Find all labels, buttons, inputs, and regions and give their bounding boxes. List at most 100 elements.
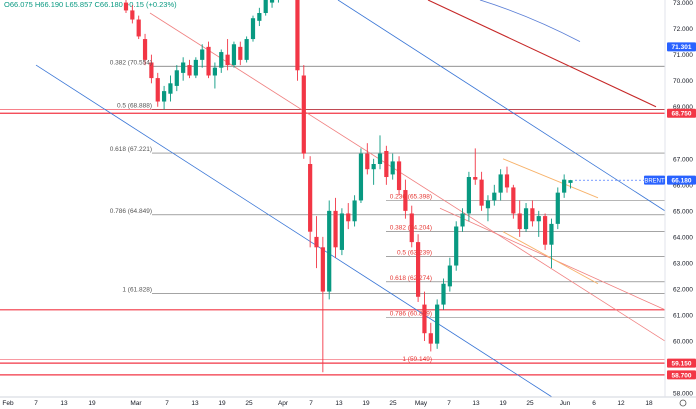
candle-body[interactable] [346, 213, 351, 222]
channel-line-red [149, 12, 666, 342]
candle-body[interactable] [365, 153, 370, 170]
price-tag [667, 358, 696, 368]
price-tag-label: 71.301 [672, 44, 692, 51]
candle-body[interactable] [466, 177, 471, 214]
candle-body[interactable] [536, 216, 541, 222]
x-tick-label: 6 [592, 400, 596, 407]
candle-body[interactable] [511, 187, 516, 214]
candle-body[interactable] [123, 2, 129, 11]
candle-body[interactable] [333, 210, 338, 248]
candle-body[interactable] [174, 70, 179, 86]
candle-body[interactable] [396, 161, 402, 191]
x-tick-label: 13 [335, 400, 343, 407]
candle-body[interactable] [479, 179, 484, 206]
candle-body[interactable] [492, 192, 497, 201]
candle-body[interactable] [219, 52, 224, 68]
candle-body[interactable] [168, 83, 173, 94]
candle-body[interactable] [384, 150, 389, 178]
candle-body[interactable] [517, 213, 522, 230]
candle-body[interactable] [314, 236, 319, 248]
x-tick-label: 7 [309, 400, 313, 407]
candle-body[interactable] [269, 0, 275, 3]
x-tick-label: 12 [617, 400, 625, 407]
price-tag [667, 42, 696, 52]
candle-body[interactable] [142, 39, 148, 60]
candle-body[interactable] [136, 19, 141, 37]
candle-body[interactable] [485, 200, 491, 209]
candle-body[interactable] [358, 153, 364, 201]
candle-body[interactable] [568, 180, 573, 183]
fib-level-label: 0.5 (68.888) [117, 103, 152, 110]
x-tick-label: 19 [88, 400, 96, 407]
candle-body[interactable] [149, 62, 154, 79]
x-tick-label: 13 [472, 400, 480, 407]
price-tag-label: 68.750 [672, 111, 692, 118]
candle-body[interactable] [409, 213, 414, 243]
candle-body[interactable] [562, 179, 567, 193]
candle-body[interactable] [212, 67, 217, 76]
candle-body[interactable] [403, 190, 408, 211]
y-tick-label: 69.000 [673, 104, 693, 111]
candle-body[interactable] [295, 0, 300, 71]
candle-body[interactable] [530, 208, 535, 222]
fib-level-label: 0.786 (64.849) [110, 208, 152, 215]
candle-body[interactable] [193, 59, 198, 76]
candle-body[interactable] [257, 13, 262, 21]
candle-body[interactable] [308, 164, 313, 232]
candle-body[interactable] [377, 153, 383, 165]
candle-body[interactable] [498, 174, 503, 193]
candle-body[interactable] [301, 75, 306, 154]
candle-body[interactable] [543, 216, 548, 245]
candle-body[interactable] [390, 161, 395, 175]
candle-body[interactable] [416, 242, 421, 297]
x-tick-label: 13 [60, 400, 68, 407]
candle-body[interactable] [504, 174, 510, 188]
candle-body[interactable] [447, 265, 452, 287]
candle-body[interactable] [428, 333, 433, 344]
candle-body[interactable] [422, 304, 427, 334]
x-tick-label: May [415, 400, 428, 407]
candle-body[interactable] [244, 39, 249, 60]
candle-body[interactable] [238, 46, 243, 60]
candle-body[interactable] [162, 91, 167, 102]
candle-body[interactable] [187, 65, 192, 76]
x-tick-label: 13 [191, 400, 199, 407]
candle-body[interactable] [206, 46, 211, 76]
candle-body[interactable] [225, 54, 230, 66]
fib-level-label: 0.618 (67.221) [110, 146, 152, 153]
candle-body[interactable] [250, 18, 256, 40]
y-tick-label: 61.000 [673, 312, 693, 319]
candle-body[interactable] [460, 213, 465, 227]
x-tick-label: 7 [165, 400, 169, 407]
candle-body[interactable] [339, 213, 344, 250]
trendline-lower [35, 64, 553, 398]
ohlc-text: O66.075 H66.190 L65.857 C66.180 +0.15 (+… [4, 0, 177, 9]
settings-icon[interactable] [679, 399, 687, 407]
candle-body[interactable] [371, 164, 376, 170]
candle-body[interactable] [327, 210, 332, 292]
candle-body[interactable] [320, 247, 325, 292]
ohlc-readout: O66.075 H66.190 L65.857 C66.180 +0.15 (+… [2, 0, 180, 9]
candle-body[interactable] [231, 44, 237, 66]
price-tag-label: 59.150 [672, 361, 692, 368]
candle-body[interactable] [352, 200, 357, 222]
candle-body[interactable] [555, 192, 560, 224]
candle-body[interactable] [523, 208, 529, 230]
candle-body[interactable] [155, 78, 160, 102]
candle-body[interactable] [473, 177, 478, 180]
candle-body[interactable] [435, 304, 440, 344]
x-tick-label: 19 [362, 400, 370, 407]
candle-body[interactable] [181, 62, 186, 73]
fib-retrace-label: 0.236 (65.398) [390, 194, 432, 201]
x-tick-label: 25 [526, 400, 534, 407]
candle-body[interactable] [130, 10, 135, 20]
moving-average-line [479, 0, 581, 43]
candle-body[interactable] [549, 223, 554, 245]
symbol-tag [644, 175, 665, 185]
candle-body[interactable] [441, 283, 446, 305]
candle-body[interactable] [200, 49, 205, 60]
fib-level-label: 0.382 (70.554) [110, 59, 152, 66]
candle-body[interactable] [263, 0, 268, 14]
candle-body[interactable] [454, 226, 459, 266]
